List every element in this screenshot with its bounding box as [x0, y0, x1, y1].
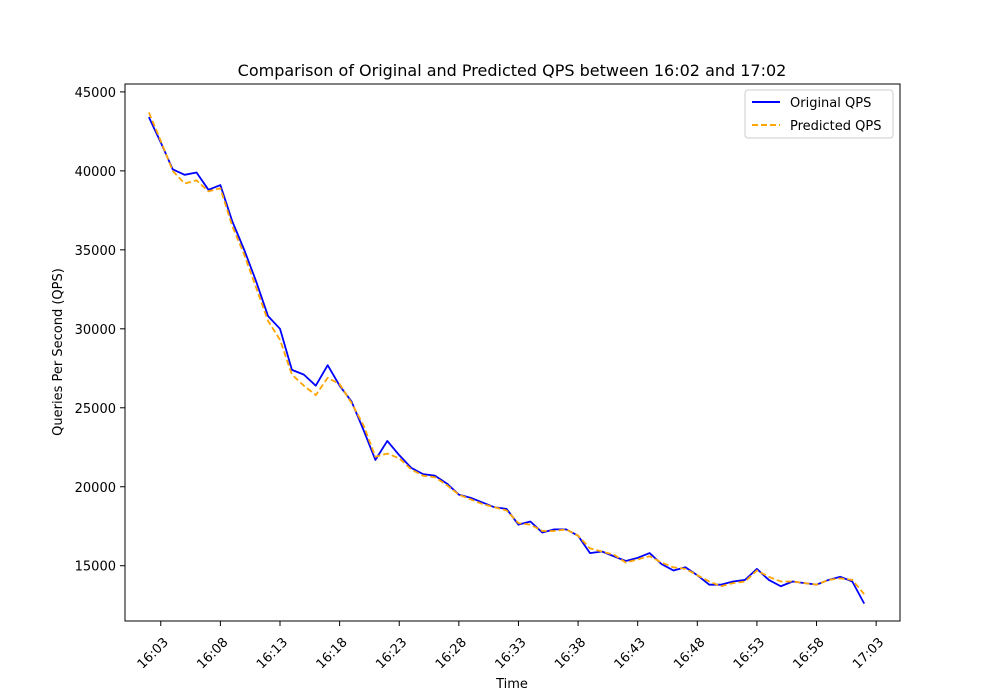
x-axis-title: Time — [495, 677, 528, 692]
y-tick-label: 40000 — [75, 165, 116, 180]
chart-title: Comparison of Original and Predicted QPS… — [238, 61, 787, 80]
plot-area — [148, 112, 866, 605]
y-tick-label: 35000 — [75, 244, 116, 259]
y-tick-label: 20000 — [75, 481, 116, 496]
y-tick-label: 45000 — [75, 86, 116, 101]
y-tick-label: 25000 — [75, 402, 116, 417]
y-tick-label: 15000 — [75, 560, 116, 575]
series-line-predicted-qps — [148, 112, 865, 595]
plot-frame — [124, 83, 901, 622]
y-axis: 15000 20000 25000 30000 35000 40000 45000 — [75, 86, 125, 575]
series-line-original-qps — [148, 116, 866, 605]
legend-box — [744, 89, 894, 139]
legend-label-original: Original QPS — [790, 96, 871, 111]
legend: Original QPS Predicted QPS — [744, 89, 894, 139]
y-tick-label: 30000 — [75, 323, 116, 338]
legend-label-predicted: Predicted QPS — [790, 119, 881, 134]
y-axis-title: Queries Per Second (QPS) — [51, 268, 66, 436]
